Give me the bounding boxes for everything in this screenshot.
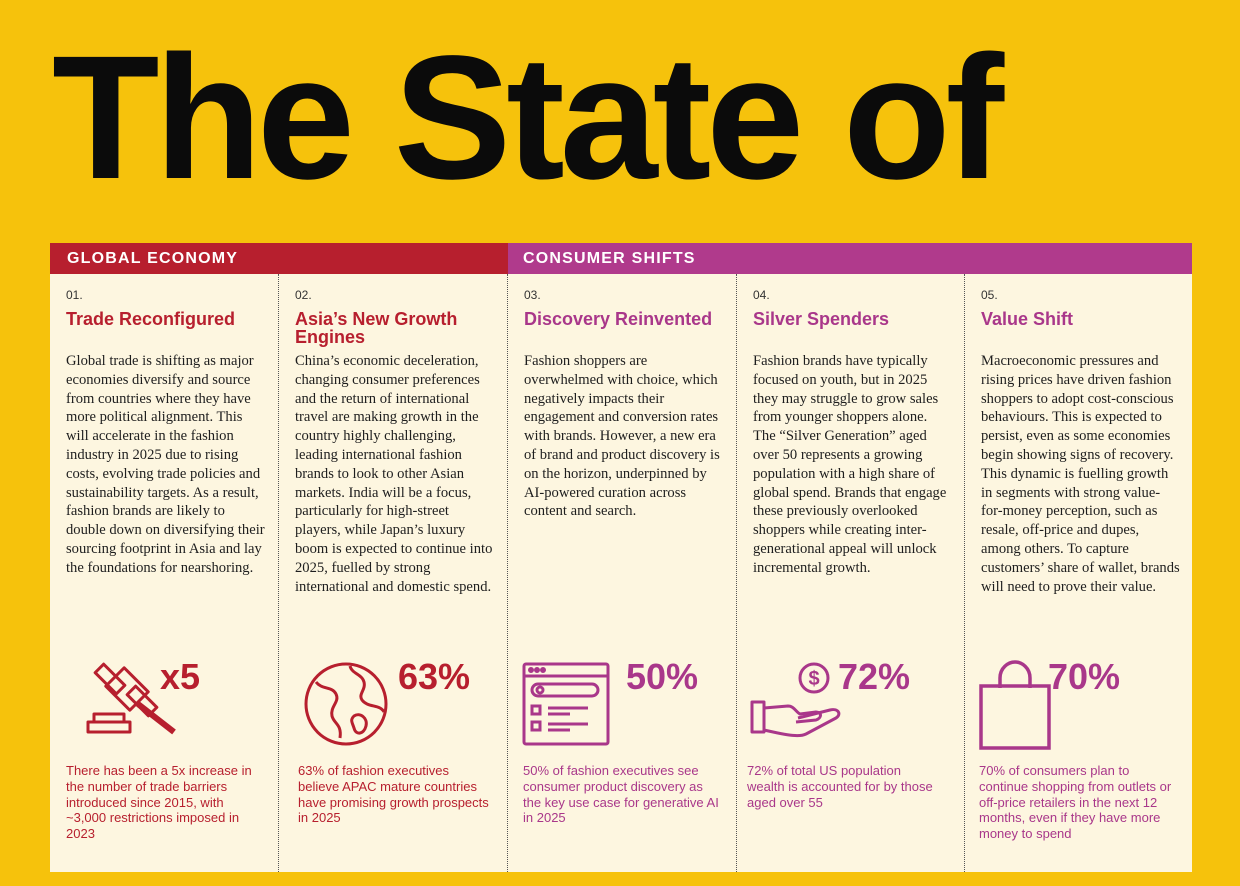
column-value-shift: 05. Value Shift Macroeconomic pressures … — [964, 274, 1192, 872]
stat-footnote: There has been a 5x increase in the numb… — [66, 763, 252, 842]
stat-value: 50% — [626, 656, 699, 697]
column-silver-spenders: 04. Silver Spenders Fashion brands have … — [736, 274, 964, 872]
shopping-bag-icon — [979, 660, 1051, 750]
stat-footnote: 70% of consumers plan to continue shoppi… — [979, 763, 1172, 842]
column-body: Fashion brands have typically focused on… — [753, 353, 947, 576]
stat-value: 63% — [398, 656, 471, 697]
column-heading: Trade Reconfigured — [66, 309, 236, 329]
column-body: Fashion shoppers are overwhelmed with ch… — [524, 353, 720, 520]
browser-search-icon — [522, 662, 610, 746]
column-trade-reconfigured: 01. Trade Reconfigured Global trade is s… — [50, 274, 278, 872]
section-consumer-shifts: CONSUMER SHIFTS — [508, 243, 1192, 274]
column-number: 05. — [981, 288, 998, 302]
column-heading: Silver Spenders — [753, 309, 890, 329]
stat-value: x5 — [160, 656, 201, 697]
stat-footnote: 72% of total US population wealth is acc… — [747, 763, 933, 810]
column-discovery-reinvented: 03. Discovery Reinvented Fashion shopper… — [507, 274, 736, 872]
globe-icon — [304, 662, 388, 746]
column-body: Global trade is shifting as major econom… — [66, 353, 265, 576]
section-global-economy: GLOBAL ECONOMY — [50, 243, 508, 274]
stat-value: 70% — [1048, 656, 1121, 697]
stat-footnote: 63% of fashion executives believe APAC m… — [298, 763, 489, 826]
column-number: 01. — [66, 288, 83, 302]
column-body: China’s economic deceleration, changing … — [295, 353, 493, 595]
column-heading: Asia’s New Growth Engines — [295, 309, 458, 347]
column-heading: Value Shift — [981, 309, 1074, 329]
column-heading: Discovery Reinvented — [524, 309, 713, 329]
column-number: 03. — [524, 288, 541, 302]
stat-footnote: 50% of fashion executives see consumer p… — [523, 763, 719, 826]
svg-text:$: $ — [808, 668, 819, 690]
column-number: 04. — [753, 288, 770, 302]
gavel-icon — [86, 662, 176, 735]
column-asia-growth: 02. Asia’s New Growth Engines China’s ec… — [278, 274, 507, 872]
column-body: Macroeconomic pressures and rising price… — [981, 353, 1180, 595]
content-panel — [50, 274, 1192, 872]
page-title: The State of — [52, 20, 1004, 216]
column-number: 02. — [295, 288, 312, 302]
stat-value: 72% — [838, 656, 911, 697]
hand-coin-icon: $ — [750, 662, 841, 738]
